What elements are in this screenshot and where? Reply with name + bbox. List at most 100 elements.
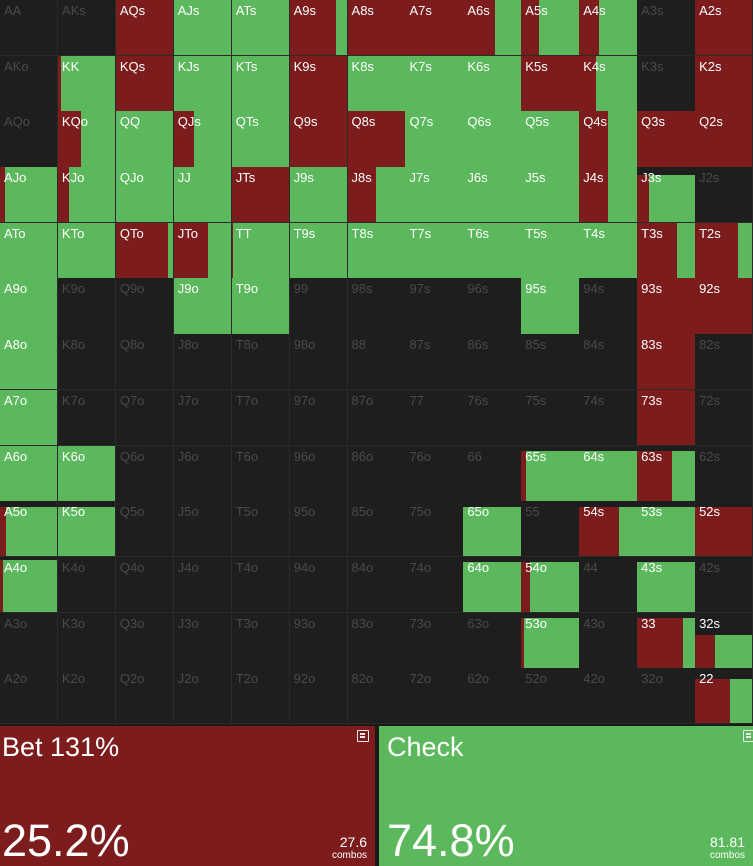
hand-cell[interactable]: A2s — [695, 0, 753, 57]
hand-cell[interactable]: 54s — [579, 501, 638, 558]
hand-cell[interactable]: 42o — [579, 668, 638, 725]
note-icon[interactable] — [743, 730, 753, 742]
hand-cell[interactable]: AKo — [0, 55, 59, 112]
hand-cell[interactable]: Q3s — [637, 111, 696, 168]
hand-cell[interactable]: 85s — [521, 334, 580, 391]
hand-cell[interactable]: J4o — [173, 556, 233, 614]
hand-cell[interactable]: A3s — [637, 0, 696, 57]
hand-cell[interactable]: 32o — [637, 668, 696, 725]
hand-cell[interactable]: T7s — [405, 222, 464, 279]
hand-cell[interactable]: Q2o — [115, 668, 175, 725]
hand-cell[interactable]: 92s — [695, 278, 753, 335]
hand-cell[interactable]: 63o — [463, 612, 522, 669]
hand-cell[interactable]: Q5s — [521, 111, 580, 168]
hand-cell[interactable]: 55 — [521, 501, 580, 558]
hand-cell[interactable]: 87s — [405, 334, 464, 391]
hand-cell[interactable]: 43s — [637, 556, 696, 614]
hand-cell[interactable]: 94o — [289, 556, 349, 614]
hand-cell[interactable]: T2o — [231, 668, 291, 725]
hand-cell[interactable]: T4o — [231, 556, 291, 614]
hand-cell[interactable]: Q9o — [115, 278, 175, 335]
hand-cell[interactable]: 33 — [637, 612, 696, 669]
hand-cell[interactable]: J3s — [637, 167, 696, 224]
hand-cell[interactable]: Q2s — [695, 111, 753, 168]
hand-cell[interactable]: JJ — [173, 167, 233, 224]
hand-cell[interactable]: A8s — [347, 0, 406, 57]
hand-cell[interactable]: 95s — [521, 278, 580, 335]
hand-cell[interactable]: 97s — [405, 278, 464, 335]
hand-cell[interactable]: K7o — [57, 389, 117, 447]
hand-cell[interactable]: 95o — [289, 501, 349, 558]
hand-cell[interactable]: 53s — [637, 501, 696, 558]
hand-cell[interactable]: 82o — [347, 668, 406, 725]
hand-cell[interactable]: A5o — [0, 501, 59, 558]
hand-cell[interactable]: K3o — [57, 612, 117, 669]
hand-cell[interactable]: 64s — [579, 445, 638, 502]
hand-cell[interactable]: 92o — [289, 668, 349, 725]
hand-cell[interactable]: 84o — [347, 556, 406, 614]
hand-cell[interactable]: Q7s — [405, 111, 464, 168]
hand-cell[interactable]: 98s — [347, 278, 406, 335]
hand-cell[interactable]: J4s — [579, 167, 638, 224]
hand-cell[interactable]: K9o — [57, 278, 117, 335]
hand-cell[interactable]: 53o — [521, 612, 580, 669]
hand-cell[interactable]: 32s — [695, 612, 753, 669]
hand-cell[interactable]: T8s — [347, 222, 406, 279]
hand-cell[interactable]: 76s — [463, 389, 522, 447]
check-action-panel[interactable]: Check 74.8% 81.81 combos — [379, 726, 753, 866]
hand-cell[interactable]: 87o — [347, 389, 406, 447]
hand-cell[interactable]: Q8s — [347, 111, 406, 168]
hand-cell[interactable]: Q6o — [115, 445, 175, 502]
hand-cell[interactable]: JTs — [231, 167, 291, 224]
hand-cell[interactable]: T6o — [231, 445, 291, 502]
hand-cell[interactable]: Q4o — [115, 556, 175, 614]
hand-cell[interactable]: 98o — [289, 334, 349, 391]
hand-cell[interactable]: KJo — [57, 167, 117, 224]
hand-cell[interactable]: 72o — [405, 668, 464, 725]
hand-cell[interactable]: AJs — [173, 0, 233, 57]
hand-cell[interactable]: 75o — [405, 501, 464, 558]
hand-cell[interactable]: 88 — [347, 334, 406, 391]
hand-cell[interactable]: 44 — [579, 556, 638, 614]
hand-cell[interactable]: K4o — [57, 556, 117, 614]
hand-cell[interactable]: 62s — [695, 445, 753, 502]
hand-cell[interactable]: T3s — [637, 222, 696, 279]
hand-cell[interactable]: 74o — [405, 556, 464, 614]
hand-cell[interactable]: T5o — [231, 501, 291, 558]
hand-cell[interactable]: 66 — [463, 445, 522, 502]
hand-cell[interactable]: K9s — [289, 55, 349, 112]
hand-cell[interactable]: QTs — [231, 111, 291, 168]
hand-cell[interactable]: 52o — [521, 668, 580, 725]
hand-cell[interactable]: 73s — [637, 389, 696, 447]
hand-cell[interactable]: T9s — [289, 222, 349, 279]
hand-cell[interactable]: JTo — [173, 222, 233, 279]
hand-cell[interactable]: K2o — [57, 668, 117, 725]
hand-cell[interactable]: 52s — [695, 501, 753, 558]
hand-cell[interactable]: J8o — [173, 334, 233, 391]
hand-cell[interactable]: 75s — [521, 389, 580, 447]
hand-cell[interactable]: 76o — [405, 445, 464, 502]
hand-cell[interactable]: 63s — [637, 445, 696, 502]
hand-cell[interactable]: T6s — [463, 222, 522, 279]
hand-cell[interactable]: 43o — [579, 612, 638, 669]
hand-cell[interactable]: AA — [0, 0, 59, 57]
hand-cell[interactable]: J9o — [173, 278, 233, 335]
hand-cell[interactable]: A4s — [579, 0, 638, 57]
hand-cell[interactable]: KTo — [57, 222, 117, 279]
hand-cell[interactable]: 97o — [289, 389, 349, 447]
hand-cell[interactable]: A7o — [0, 389, 59, 447]
hand-cell[interactable]: 83o — [347, 612, 406, 669]
hand-cell[interactable]: J7s — [405, 167, 464, 224]
hand-cell[interactable]: 22 — [695, 668, 753, 725]
hand-cell[interactable]: Q7o — [115, 389, 175, 447]
bet-action-panel[interactable]: Bet 131% 25.2% 27.6 combos — [0, 726, 375, 866]
hand-cell[interactable]: A3o — [0, 612, 59, 669]
hand-cell[interactable]: T8o — [231, 334, 291, 391]
hand-cell[interactable]: 62o — [463, 668, 522, 725]
hand-cell[interactable]: J6s — [463, 167, 522, 224]
hand-cell[interactable]: 65o — [463, 501, 522, 558]
hand-cell[interactable]: K6o — [57, 445, 117, 502]
note-icon[interactable] — [357, 730, 369, 742]
hand-cell[interactable]: 93s — [637, 278, 696, 335]
hand-cell[interactable]: 85o — [347, 501, 406, 558]
